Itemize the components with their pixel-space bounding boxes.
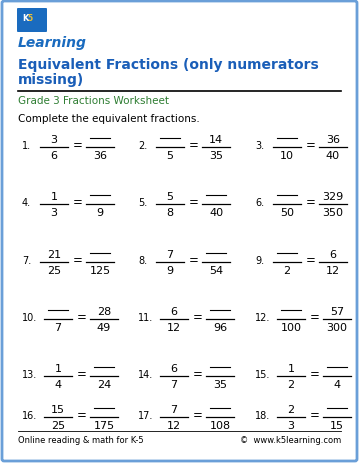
Text: 329: 329 [322,192,344,201]
Text: =: = [310,311,320,324]
Text: 2: 2 [284,265,290,275]
Text: 24: 24 [97,379,111,389]
Text: 9: 9 [97,207,103,218]
Text: =: = [189,196,199,209]
Text: =: = [306,254,316,267]
Text: 57: 57 [330,307,344,316]
Text: =: = [193,368,203,381]
Text: 96: 96 [213,322,227,332]
Text: 175: 175 [93,420,115,430]
Text: 8: 8 [167,207,173,218]
Text: 2: 2 [288,379,295,389]
Text: 40: 40 [326,150,340,161]
Text: 12: 12 [326,265,340,275]
Text: ©  www.k5learning.com: © www.k5learning.com [240,435,341,444]
Text: 108: 108 [209,420,230,430]
Text: =: = [73,139,83,152]
Text: =: = [310,368,320,381]
Text: 3: 3 [51,135,57,144]
Text: 1.: 1. [22,141,31,150]
Text: 9: 9 [167,265,173,275]
Text: 14.: 14. [138,369,153,379]
Text: 15: 15 [51,404,65,414]
Text: 5: 5 [167,150,173,161]
Text: =: = [193,311,203,324]
Text: =: = [77,368,87,381]
Text: 7: 7 [55,322,61,332]
Text: 14: 14 [209,135,223,144]
Text: 7.: 7. [22,256,31,265]
Text: 6.: 6. [255,198,264,207]
Text: 1: 1 [51,192,57,201]
Text: =: = [77,409,87,422]
Text: 25: 25 [47,265,61,275]
Text: 300: 300 [326,322,348,332]
Text: 49: 49 [97,322,111,332]
Text: 4.: 4. [22,198,31,207]
Text: 7: 7 [167,250,173,259]
Text: 7: 7 [171,379,178,389]
Text: 6: 6 [51,150,57,161]
Text: 15: 15 [330,420,344,430]
Text: 2.: 2. [138,141,147,150]
Text: 21: 21 [47,250,61,259]
Text: 10.: 10. [22,313,37,322]
Text: 100: 100 [280,322,302,332]
Text: 125: 125 [89,265,111,275]
Text: 8.: 8. [138,256,147,265]
Text: Learning: Learning [18,36,87,50]
Text: 18.: 18. [255,410,270,420]
Text: =: = [306,196,316,209]
Text: 5: 5 [27,14,32,23]
Text: 28: 28 [97,307,111,316]
Text: 6: 6 [171,363,177,373]
Text: =: = [73,196,83,209]
Text: 17.: 17. [138,410,153,420]
Text: 40: 40 [209,207,223,218]
Text: 4: 4 [55,379,61,389]
Text: 35: 35 [209,150,223,161]
Text: =: = [310,409,320,422]
Text: 12: 12 [167,420,181,430]
Text: 3.: 3. [255,141,264,150]
Text: 36: 36 [93,150,107,161]
Text: 7: 7 [171,404,178,414]
Text: =: = [77,311,87,324]
Text: 5.: 5. [138,198,147,207]
Text: 35: 35 [213,379,227,389]
Text: 16.: 16. [22,410,37,420]
Text: 6: 6 [171,307,177,316]
Text: 6: 6 [330,250,336,259]
Text: 12.: 12. [255,313,270,322]
Text: =: = [306,139,316,152]
Text: 4: 4 [334,379,341,389]
Text: =: = [189,139,199,152]
Text: 350: 350 [322,207,344,218]
Text: K: K [22,14,28,23]
Text: missing): missing) [18,73,84,87]
Text: 3: 3 [51,207,57,218]
Text: 5: 5 [167,192,173,201]
Text: 54: 54 [209,265,223,275]
Text: =: = [189,254,199,267]
Text: 13.: 13. [22,369,37,379]
Text: Grade 3 Fractions Worksheet: Grade 3 Fractions Worksheet [18,96,169,106]
Text: 25: 25 [51,420,65,430]
Text: 12: 12 [167,322,181,332]
Text: 10: 10 [280,150,294,161]
Text: =: = [193,409,203,422]
Text: 50: 50 [280,207,294,218]
Text: Equivalent Fractions (only numerators: Equivalent Fractions (only numerators [18,58,319,72]
Text: 36: 36 [326,135,340,144]
Text: 11.: 11. [138,313,153,322]
Text: 15.: 15. [255,369,270,379]
Text: 3: 3 [288,420,294,430]
Text: =: = [73,254,83,267]
Text: 9.: 9. [255,256,264,265]
Text: Online reading & math for K-5: Online reading & math for K-5 [18,435,144,444]
Text: Complete the equivalent fractions.: Complete the equivalent fractions. [18,114,200,124]
Text: 2: 2 [288,404,295,414]
Text: 1: 1 [288,363,294,373]
FancyBboxPatch shape [17,9,47,33]
